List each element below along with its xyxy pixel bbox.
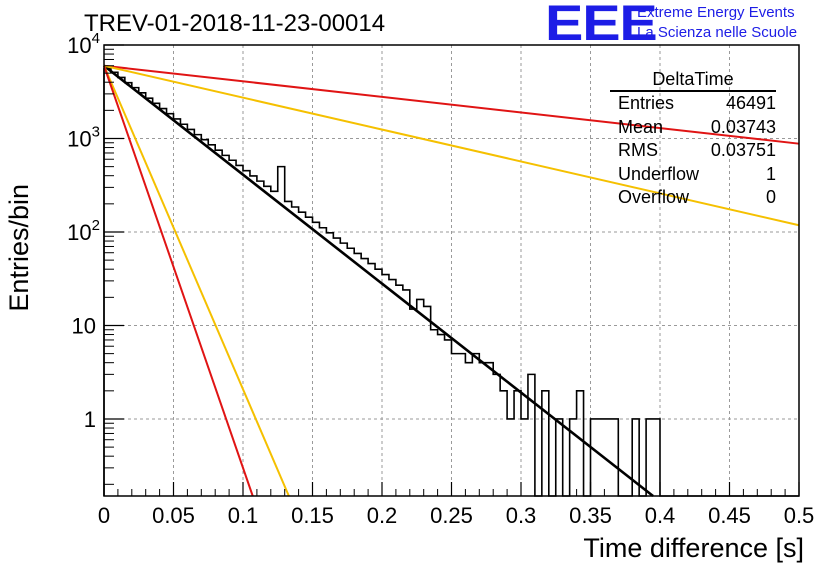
stats-label: Overflow (618, 187, 690, 207)
y-axis-label: Entries/bin (4, 184, 34, 312)
reference-curve (103, 64, 800, 227)
y-tick-label: 103 (67, 123, 100, 151)
axis-ticks: 0 0.05 0.1 0.15 0.2 0.25 0.3 0.35 0.4 0.45 0.51101… (67, 30, 814, 528)
stats-value: 0.03751 (710, 140, 776, 160)
stats-label: Underflow (618, 163, 700, 184)
x-tick-label: 0.35 (569, 503, 612, 528)
stats-label: Mean (618, 116, 664, 137)
reference-curve (103, 65, 290, 497)
stats-value: 46491 (725, 93, 776, 113)
y-tick-label: 102 (67, 217, 100, 245)
x-tick-label: 0.05 (152, 503, 195, 528)
stats-row-rms: RMS 0.03751 (614, 139, 776, 163)
x-tick-label: 0.1 (228, 503, 259, 528)
stats-row-underflow: Underflow 1 (614, 163, 776, 187)
chart-title: TREV-01-2018-11-23-00014 (84, 10, 386, 37)
fit-line (103, 64, 654, 498)
stats-value: 0 (765, 187, 776, 207)
x-tick-label: 0.25 (430, 503, 473, 528)
stats-value: 0.03743 (710, 116, 776, 137)
x-tick-label: 0.5 (784, 503, 815, 528)
stats-value: 1 (765, 163, 776, 184)
logo-subtitle-line1: Extreme Energy Events (637, 4, 795, 21)
x-tick-label: 0.2 (367, 503, 398, 528)
y-tick-label: 104 (67, 30, 100, 58)
x-tick-label: 0.3 (506, 503, 537, 528)
stats-box: DeltaTime Entries 46491 Mean 0.03743 RMS… (610, 68, 776, 210)
stats-label: Entries (618, 93, 675, 113)
x-tick-label: 0.45 (708, 503, 751, 528)
x-axis-label: Time difference [s] (583, 533, 804, 563)
y-tick-label: 10 (72, 313, 96, 338)
reference-curve (103, 65, 254, 497)
x-tick-label: 0 (98, 503, 110, 528)
fit-curves (103, 64, 800, 498)
stats-row-entries: Entries 46491 (614, 92, 776, 116)
stats-row-mean: Mean 0.03743 (614, 116, 776, 140)
stats-label: RMS (618, 140, 658, 160)
y-tick-label: 1 (84, 407, 96, 432)
x-tick-label: 0.15 (291, 503, 334, 528)
logo-subtitle-line2: La Scienza nelle Scuole (637, 24, 798, 41)
x-tick-label: 0.4 (645, 503, 676, 528)
stats-row-overflow: Overflow 0 (614, 186, 776, 210)
eee-logo-mark: EEE (545, 0, 658, 51)
stats-title: DeltaTime (610, 68, 776, 92)
reference-curve (103, 64, 800, 145)
